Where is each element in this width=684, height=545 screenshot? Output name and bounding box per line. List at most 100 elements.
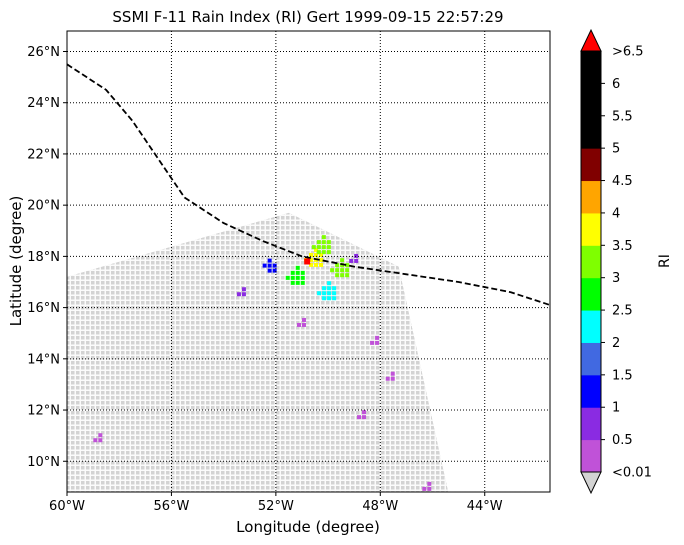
rain-pixel: [312, 245, 316, 249]
colorbar-segment: [581, 440, 601, 473]
rain-pixel: [332, 291, 336, 295]
colorbar-segment: [581, 245, 601, 278]
colorbar-tick-label: 5: [612, 142, 620, 157]
colorbar-tick-label: 0.5: [612, 433, 633, 448]
rain-pixel: [370, 341, 374, 345]
rain-pixel: [317, 291, 321, 295]
colorbar-label: RI: [657, 254, 673, 268]
y-tick-label: 18°N: [27, 250, 60, 265]
rain-pixel: [362, 415, 366, 419]
x-tick-label: 52°W: [258, 499, 294, 514]
rain-pixel: [375, 336, 379, 340]
colorbar-over-triangle: [581, 30, 601, 51]
rain-pixel: [327, 250, 331, 254]
rain-pixel: [301, 271, 305, 275]
rain-pixel: [317, 245, 321, 249]
rain-pixel: [317, 240, 321, 244]
rain-pixel: [391, 372, 395, 376]
rain-pixel: [98, 438, 102, 442]
colorbar-tick-label: 2: [612, 336, 620, 351]
rain-pixel: [427, 487, 431, 491]
ssmi-swath: [67, 213, 448, 492]
rain-pixel: [297, 323, 301, 327]
rain-pixel: [322, 250, 326, 254]
rain-pixel: [327, 245, 331, 249]
max-rain-marker: [304, 259, 310, 265]
chart-title: SSMI F-11 Rain Index (RI) Gert 1999-09-1…: [112, 8, 503, 26]
colorbar-segment: [581, 116, 601, 149]
rain-pixel: [427, 482, 431, 486]
colorbar-segment: [581, 342, 601, 375]
y-tick-label: 20°N: [27, 199, 60, 214]
colorbar-segment: [581, 213, 601, 246]
rain-pixel: [242, 287, 246, 291]
y-tick-label: 24°N: [27, 96, 60, 111]
rain-pixel: [237, 292, 241, 296]
rain-pixel: [327, 286, 331, 290]
rain-pixel: [322, 296, 326, 300]
rain-pixel: [296, 266, 300, 270]
y-tick-label: 12°N: [27, 404, 60, 419]
rain-pixel: [354, 259, 358, 263]
y-tick-label: 26°N: [27, 45, 60, 60]
y-axis-label: Latitude (degree): [7, 196, 25, 327]
rain-pixel: [362, 410, 366, 414]
rain-pixel: [335, 268, 339, 272]
colorbar-tick-label: 1.5: [612, 368, 633, 383]
rain-pixel: [422, 487, 426, 491]
rain-pixel: [322, 240, 326, 244]
rain-pixel: [340, 268, 344, 272]
rain-pixel: [286, 276, 290, 280]
rain-pixel: [327, 240, 331, 244]
colorbar-tick-label: 3: [612, 271, 620, 286]
rain-pixel: [322, 291, 326, 295]
rain-pixel: [309, 253, 313, 257]
rain-pixel: [332, 286, 336, 290]
rain-pixel: [327, 296, 331, 300]
rain-pixel: [291, 281, 295, 285]
colorbar-tick-label: 4: [612, 206, 620, 221]
rain-pixel: [296, 281, 300, 285]
rain-pixel: [291, 271, 295, 275]
rain-pixel: [301, 276, 305, 280]
y-tick-label: 22°N: [27, 147, 60, 162]
colorbar-tick-label: 6: [612, 77, 620, 92]
rain-pixel: [330, 268, 334, 272]
rain-pixel: [345, 268, 349, 272]
rain-pixel: [354, 254, 358, 258]
rain-pixel: [268, 269, 272, 273]
rain-pixel: [322, 245, 326, 249]
colorbar-segment: [581, 407, 601, 440]
colorbar-segment: [581, 83, 601, 116]
colorbar-segment: [581, 278, 601, 311]
colorbar-tick-label: 3.5: [612, 239, 633, 254]
rain-pixel: [332, 296, 336, 300]
colorbar: >6.5 <0.01 0.5 1 1.5 2 2.5 3 3.5 4 4.5 5 5.5 6: [581, 30, 652, 493]
colorbar-segment: [581, 51, 601, 84]
rain-pixel: [98, 433, 102, 437]
colorbar-top-label: >6.5: [612, 45, 644, 60]
colorbar-bottom-label: <0.01: [612, 466, 652, 481]
rain-pixel: [319, 263, 323, 267]
y-tick-label: 16°N: [27, 301, 60, 316]
colorbar-tick-label: 1: [612, 401, 620, 416]
rain-pixel: [273, 269, 277, 273]
colorbar-segment: [581, 181, 601, 214]
rain-pixel: [375, 341, 379, 345]
rain-pixel: [242, 292, 246, 296]
x-axis-ticks: 60°W 56°W 52°W 48°W 44°W: [49, 492, 503, 514]
max-marker: [304, 259, 310, 265]
colorbar-tick-label: 2.5: [612, 304, 633, 319]
rain-pixel: [340, 273, 344, 277]
y-tick-label: 10°N: [27, 455, 60, 470]
x-tick-label: 44°W: [467, 499, 503, 514]
rain-pixel: [268, 264, 272, 268]
rain-pixel: [296, 271, 300, 275]
rain-pixel: [291, 276, 295, 280]
colorbar-segment: [581, 310, 601, 343]
swath-pixels: [67, 213, 448, 492]
rain-pixel: [327, 291, 331, 295]
rain-pixel: [391, 377, 395, 381]
rain-pixel: [322, 286, 326, 290]
rain-pixel: [93, 438, 97, 442]
